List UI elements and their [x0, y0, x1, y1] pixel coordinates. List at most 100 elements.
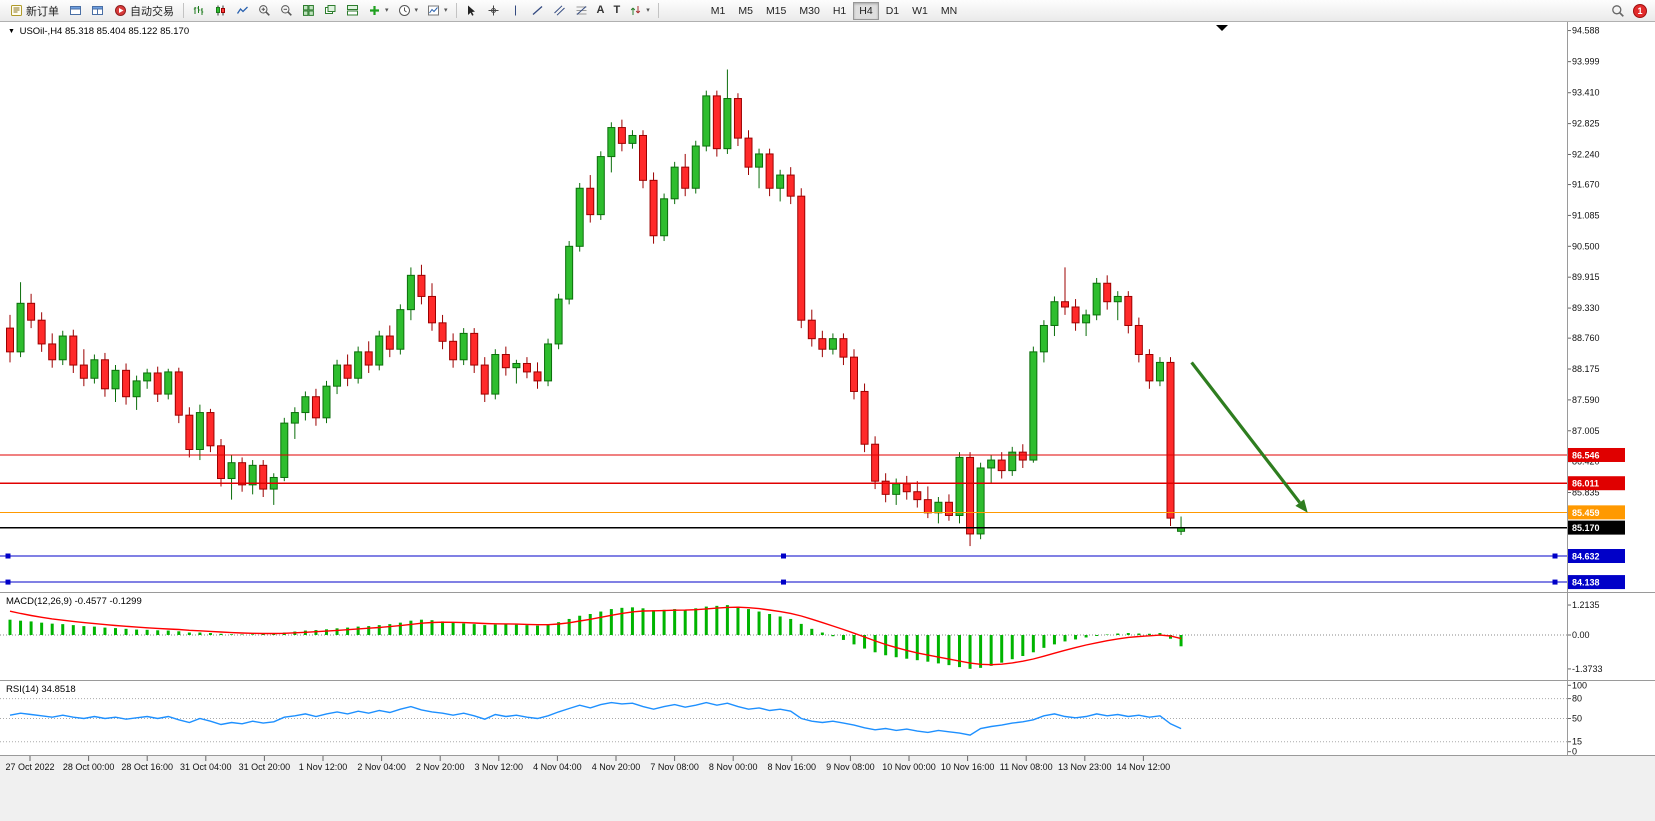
timeframe-m30-button[interactable]: M30 [793, 2, 825, 20]
candle [79, 364, 88, 379]
candle [227, 462, 236, 480]
cursor-tool-button[interactable] [461, 1, 482, 20]
crosshair-icon [487, 4, 500, 17]
candlestick-chart-button[interactable] [210, 1, 231, 20]
price-axis-label: 93.410 [1572, 88, 1600, 98]
cascade-windows-button[interactable] [320, 1, 341, 20]
candle [290, 412, 299, 424]
candle [913, 491, 922, 501]
timeframe-d1-button[interactable]: D1 [880, 2, 905, 20]
timeframe-mn-button[interactable]: MN [935, 2, 963, 20]
chart-menu-icon[interactable]: ▼ [8, 28, 15, 35]
candle [871, 443, 880, 482]
candle [1050, 301, 1059, 326]
timeframe-m5-button[interactable]: M5 [732, 2, 759, 20]
tile-windows-icon [302, 4, 315, 17]
candle [396, 309, 405, 350]
timeframe-m1-button[interactable]: M1 [705, 2, 732, 20]
candle [333, 364, 342, 387]
line-handle[interactable] [1552, 579, 1558, 585]
search-button[interactable] [1607, 1, 1629, 20]
rsi-axis-label: 80 [1572, 694, 1582, 704]
timeframe-m15-button[interactable]: M15 [760, 2, 792, 20]
candle [649, 179, 658, 237]
crosshair-tool-button[interactable] [483, 1, 504, 20]
candle [755, 153, 764, 168]
arrows-tool-button[interactable]: ▾ [625, 1, 654, 20]
zoom-out-button[interactable] [276, 1, 297, 20]
candle [765, 153, 774, 189]
line-handle[interactable] [1552, 553, 1558, 559]
line-chart-icon [236, 4, 249, 17]
candle [90, 359, 99, 379]
time-axis-label: 28 Oct 00:00 [63, 762, 115, 772]
indicators-button[interactable]: ▾ [364, 1, 393, 20]
periods-button[interactable]: ▾ [394, 1, 423, 20]
candle [343, 364, 352, 379]
candle [723, 98, 732, 150]
notification-badge[interactable]: 1 [1633, 3, 1647, 18]
arrange-windows-button[interactable] [342, 1, 363, 20]
timeframe-h4-button[interactable]: H4 [853, 1, 879, 20]
candle [554, 298, 563, 345]
trend-arrow[interactable] [1190, 361, 1301, 504]
rsi-value: 34.8518 [41, 684, 76, 695]
rsi-axis-label: 100 [1572, 680, 1587, 690]
trendline-icon [531, 4, 544, 17]
candle [997, 459, 1006, 472]
time-axis-label: 11 Nov 08:00 [1000, 762, 1053, 772]
candle [818, 338, 827, 350]
candle [934, 501, 943, 514]
candle [702, 95, 711, 147]
candle [892, 483, 901, 495]
templates-button[interactable]: ▾ [423, 1, 452, 20]
candle [248, 464, 257, 486]
line-chart-button[interactable] [232, 1, 253, 20]
trendline-tool-button[interactable] [527, 1, 548, 20]
candle [6, 327, 14, 353]
time-axis-label: 31 Oct 04:00 [180, 762, 232, 772]
auto-trading-button[interactable]: 自动交易 [109, 1, 179, 20]
vertical-line-tool-button[interactable] [505, 1, 526, 20]
price-badge [1568, 447, 1625, 462]
candle [639, 134, 647, 181]
candle [322, 385, 331, 419]
zoom-in-icon [258, 4, 271, 17]
fibonacci-tool-button[interactable] [571, 1, 592, 20]
line-handle[interactable] [781, 553, 786, 559]
macd-label: MACD(12,26,9) -0.4577 -0.1299 [6, 596, 142, 607]
zoom-in-button[interactable] [254, 1, 275, 20]
line-handle[interactable] [5, 553, 11, 559]
chevron-down-icon: ▾ [444, 7, 448, 14]
price-badge-label: 85.459 [1572, 508, 1600, 518]
price-badge-label: 85.170 [1572, 523, 1600, 533]
candle [122, 369, 131, 398]
line-handle[interactable] [5, 579, 11, 585]
trend-arrow-head[interactable] [1295, 499, 1308, 513]
candle [670, 166, 679, 200]
price-axis-label: 89.330 [1572, 303, 1600, 313]
macd-signal-line [9, 606, 1182, 666]
template-icon [427, 4, 440, 17]
candle [417, 274, 426, 297]
candle [923, 499, 932, 514]
label-tool-button[interactable]: T [610, 1, 625, 20]
bar-chart-button[interactable] [188, 1, 209, 20]
toolbar-right-group: 1 [1607, 1, 1650, 20]
new-order-button[interactable]: 新订单 [5, 1, 64, 20]
channel-tool-button[interactable] [549, 1, 570, 20]
chart-shift-marker[interactable] [1216, 25, 1228, 31]
candlestick-chart-icon [214, 4, 227, 17]
timeframe-w1-button[interactable]: W1 [906, 2, 934, 20]
text-tool-button[interactable]: A [593, 1, 609, 20]
rsi-axis-label: 0 [1572, 747, 1577, 757]
timeframe-h1-button[interactable]: H1 [827, 2, 852, 20]
tile-windows-button[interactable] [298, 1, 319, 20]
toolbar-separator [183, 3, 184, 18]
chart-window-button[interactable] [65, 1, 86, 20]
chevron-down-icon: ▾ [385, 7, 389, 14]
candle [850, 356, 858, 392]
line-handle[interactable] [781, 579, 786, 585]
profiles-button[interactable] [87, 1, 108, 20]
